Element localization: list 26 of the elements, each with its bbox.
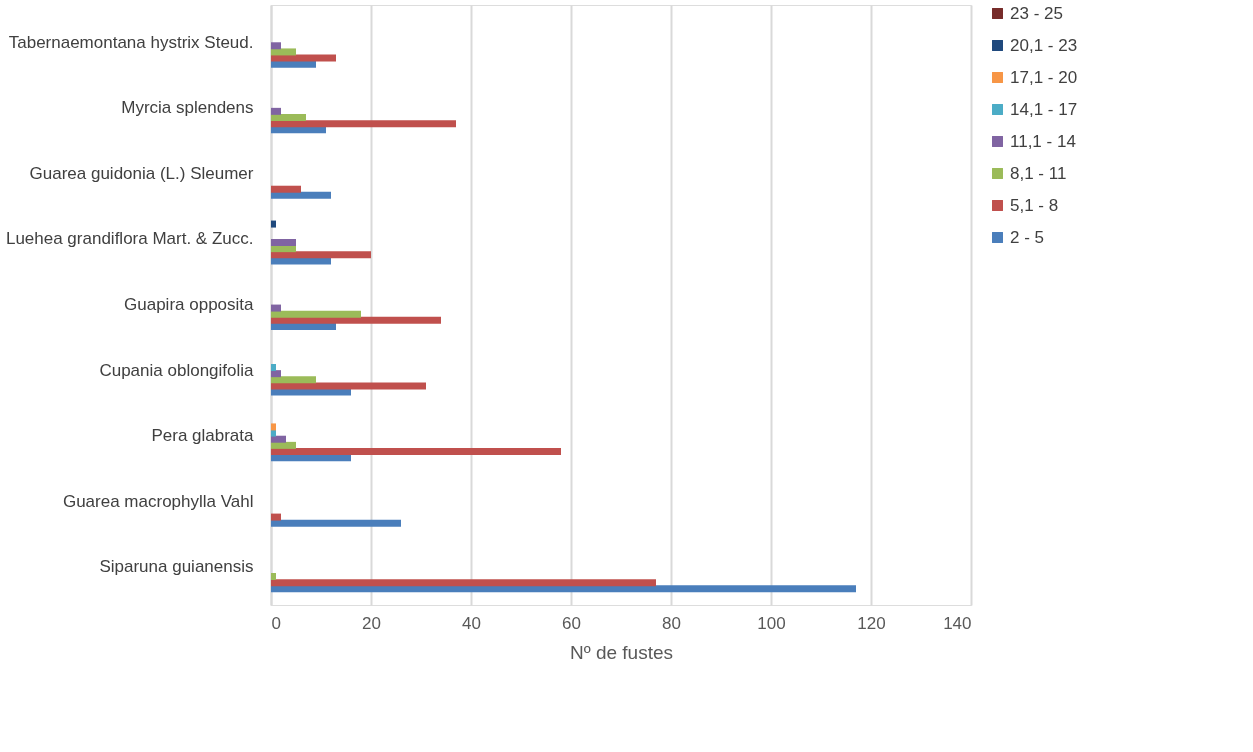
y-tick-label: Pera glabrata (151, 426, 255, 446)
legend-label: 17,1 - 20 (1010, 67, 1078, 87)
x-axis-title: Nº de fustes (569, 641, 674, 663)
legend-label: 20,1 - 23 (1010, 35, 1078, 55)
x-tick-label: 0 (271, 613, 281, 633)
legend-label: 11,1 - 14 (1010, 131, 1076, 151)
y-tick-label: Guarea guidonia (L.) Sleumer (29, 163, 254, 183)
legend-label: 14,1 - 17 (1010, 99, 1078, 119)
legend-label: 5,1 - 8 (1010, 195, 1059, 215)
x-tick-label: 40 (462, 613, 481, 633)
x-tick-label: 120 (857, 613, 886, 633)
y-tick-label: Tabernaemontana hystrix Steud. (8, 32, 254, 52)
y-tick-label: Guarea macrophylla Vahl (62, 491, 254, 511)
y-tick-label: Siparuna guianensis (99, 557, 254, 577)
legend-label: 2 - 5 (1010, 227, 1045, 247)
x-tick-label: 20 (362, 613, 381, 633)
y-tick-label: Guapira opposita (124, 295, 255, 314)
x-tick-label: 140 (943, 613, 972, 633)
legend-label: 8,1 - 11 (1010, 163, 1067, 183)
y-tick-label: Luehea grandiflora Mart. & Zucc. (5, 229, 254, 249)
y-tick-label: Myrcia splendens (121, 98, 254, 118)
x-tick-label: 100 (757, 613, 786, 633)
x-tick-label: 80 (662, 613, 681, 633)
legend-label: 23 - 25 (1010, 3, 1063, 23)
y-tick-label: Cupania oblongifolia (99, 360, 255, 380)
x-tick-label: 60 (562, 613, 581, 633)
